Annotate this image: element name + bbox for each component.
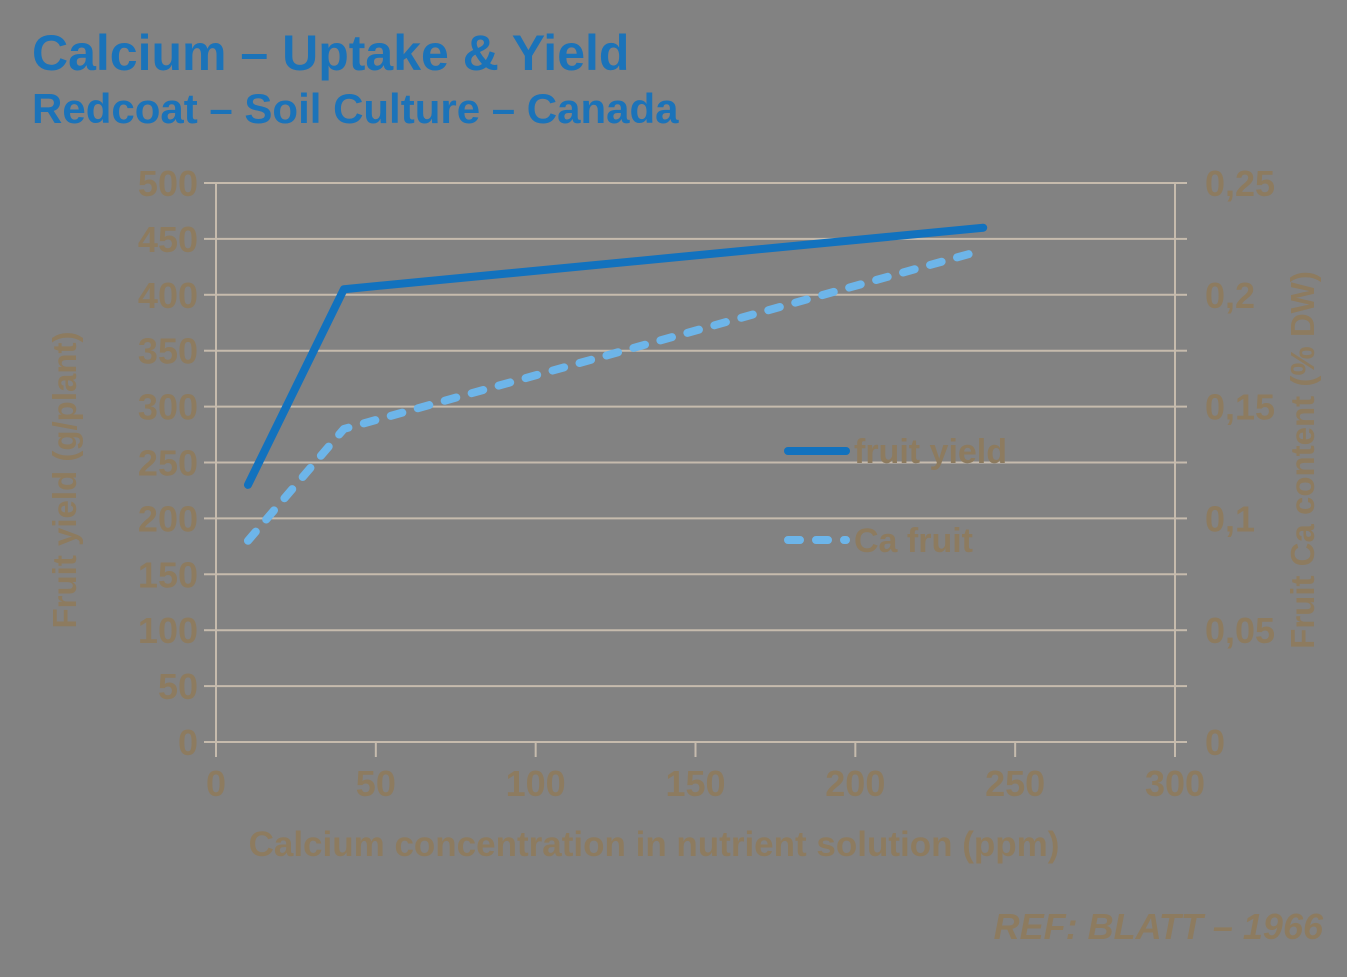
- right-tick-label: 0,15: [1205, 387, 1275, 428]
- left-tick-label: 350: [138, 331, 198, 372]
- reference-text: REF: BLATT – 1966: [993, 906, 1323, 947]
- legend-label-fruit-yield: fruit yield: [854, 433, 1007, 471]
- left-tick-label: 450: [138, 219, 198, 260]
- x-tick-label: 250: [985, 763, 1045, 804]
- left-tick-label: 50: [158, 666, 198, 707]
- legend-label-ca-fruit: Ca fruit: [854, 522, 973, 560]
- x-tick-label: 0: [206, 763, 226, 804]
- right-tick-label: 0: [1205, 722, 1225, 763]
- tick-labels-layer: 0 50 100 150 200 250 3000501001502002503003504…: [138, 163, 1275, 804]
- data-series-layer: [243, 223, 988, 545]
- x-tick-label: 150: [665, 763, 725, 804]
- ca-fruit-line: [243, 246, 988, 545]
- fruit-yield-line: [243, 223, 988, 489]
- chart-subtitle: Redcoat – Soil Culture – Canada: [32, 85, 679, 132]
- x-tick-label: 50: [356, 763, 396, 804]
- right-tick-label: 0,25: [1205, 163, 1275, 204]
- chart-title: Calcium – Uptake & Yield: [32, 25, 630, 81]
- left-tick-label: 250: [138, 443, 198, 484]
- right-tick-label: 0,1: [1205, 498, 1255, 539]
- left-tick-label: 150: [138, 554, 198, 595]
- gridlines-layer: [215, 182, 1176, 743]
- x-tick-label: 200: [825, 763, 885, 804]
- right-tick-label: 0,2: [1205, 275, 1255, 316]
- x-tick-label: 100: [506, 763, 566, 804]
- left-tick-label: 500: [138, 163, 198, 204]
- right-axis-title: Fruit Ca content (% DW): [1284, 271, 1321, 649]
- right-tick-label: 0,05: [1205, 610, 1275, 651]
- chart-header: Calcium – Uptake & Yield Redcoat – Soil …: [32, 24, 679, 132]
- legend: fruit yield Ca fruit: [784, 433, 1007, 560]
- left-axis-title: Fruit yield (g/plant): [46, 332, 83, 629]
- left-tick-label: 300: [138, 387, 198, 428]
- x-axis-title: Calcium concentration in nutrient soluti…: [249, 825, 1060, 864]
- left-tick-label: 100: [138, 610, 198, 651]
- left-tick-label: 200: [138, 498, 198, 539]
- left-tick-label: 400: [138, 275, 198, 316]
- axis-ticks-layer: [204, 182, 1187, 757]
- x-tick-label: 300: [1145, 763, 1205, 804]
- left-tick-label: 0: [178, 722, 198, 763]
